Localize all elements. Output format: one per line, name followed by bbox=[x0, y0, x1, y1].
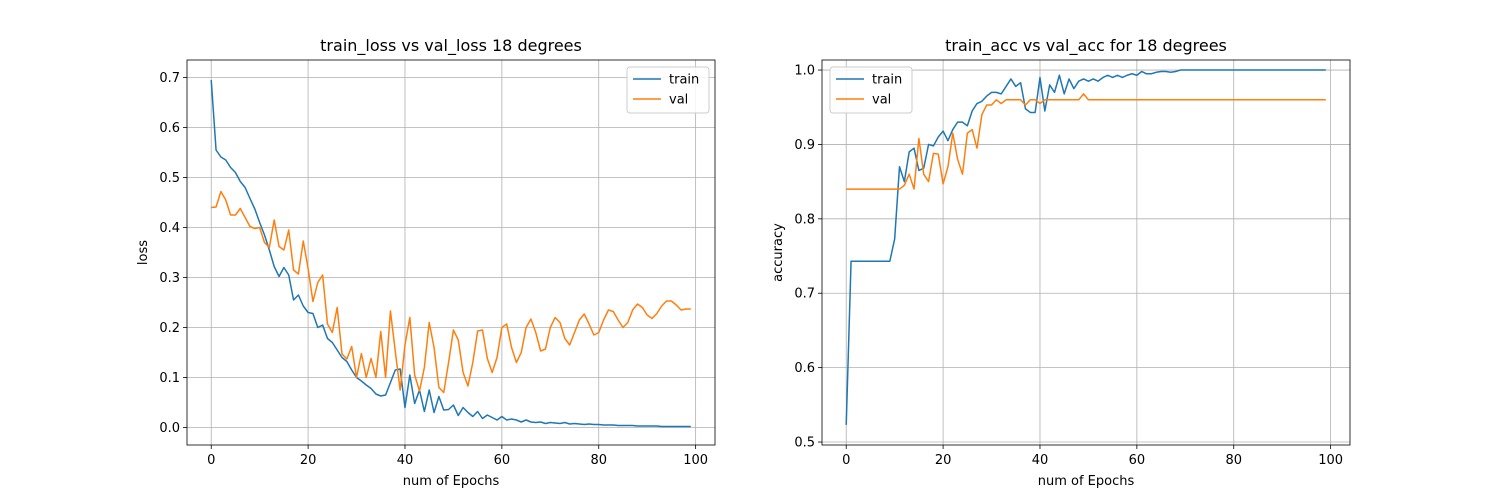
x-tick-label: 60 bbox=[494, 453, 511, 468]
y-tick-label: 0.9 bbox=[794, 138, 815, 153]
y-tick-label: 0.5 bbox=[794, 436, 815, 451]
legend-label-val: val bbox=[872, 93, 891, 108]
chart-title: train_acc vs val_acc for 18 degrees bbox=[945, 36, 1227, 56]
series-lines bbox=[210, 79, 691, 428]
grid bbox=[187, 60, 715, 445]
x-axis-label: num of Epochs bbox=[403, 474, 500, 489]
x-tick-label: 20 bbox=[300, 453, 317, 468]
x-tick-label: 80 bbox=[590, 453, 607, 468]
legend: train val bbox=[829, 66, 913, 114]
x-tick-label: 100 bbox=[1318, 453, 1343, 468]
y-tick-label: 0.0 bbox=[159, 421, 180, 436]
y-axis-label: loss bbox=[136, 240, 151, 265]
x-tick-label: 20 bbox=[935, 453, 952, 468]
x-tick-label: 0 bbox=[207, 453, 215, 468]
x-tick-label: 100 bbox=[683, 453, 708, 468]
series-line-train bbox=[845, 69, 1326, 425]
series-lines bbox=[845, 69, 1326, 425]
legend-label-train: train bbox=[669, 73, 699, 88]
y-tick-label: 0.3 bbox=[159, 271, 180, 286]
y-tick-label: 0.5 bbox=[159, 171, 180, 186]
y-tick-label: 0.6 bbox=[159, 121, 180, 136]
x-tick-label: 40 bbox=[1032, 453, 1049, 468]
legend: train val bbox=[626, 66, 710, 114]
grid bbox=[822, 60, 1350, 445]
y-tick-label: 0.7 bbox=[794, 287, 815, 302]
y-tick-label: 0.4 bbox=[159, 221, 180, 236]
accuracy-chart: 0 20 40 60 80 100 0.5 0.6 0.7 0.8 0.9 1.0 train_acc … bbox=[771, 36, 1351, 489]
y-tick-label: 0.1 bbox=[159, 371, 180, 386]
y-tick-label: 0.7 bbox=[159, 71, 180, 86]
legend-label-train: train bbox=[872, 73, 902, 88]
series-line-val bbox=[846, 93, 1326, 190]
chart-title: train_loss vs val_loss 18 degrees bbox=[320, 36, 582, 56]
y-tick-label: 0.2 bbox=[159, 321, 180, 336]
y-axis-label: accuracy bbox=[771, 223, 786, 282]
x-tick-label: 80 bbox=[1225, 453, 1242, 468]
axes-frame bbox=[821, 59, 1351, 446]
axes-frame bbox=[186, 59, 716, 446]
series-line-train bbox=[210, 79, 691, 428]
legend-label-val: val bbox=[669, 93, 688, 108]
x-tick-label: 40 bbox=[397, 453, 414, 468]
y-tick-label: 0.8 bbox=[794, 212, 815, 227]
y-tick-label: 0.6 bbox=[794, 361, 815, 376]
y-tick-label: 1.0 bbox=[794, 64, 815, 79]
series-line-val bbox=[211, 190, 691, 394]
x-tick-label: 60 bbox=[1129, 453, 1146, 468]
x-axis-label: num of Epochs bbox=[1038, 474, 1135, 489]
x-tick-label: 0 bbox=[842, 453, 850, 468]
loss-chart: 0 20 40 60 80 100 0.0 0.1 0.2 0.3 0.4 0.5 0.6 0.7 trai… bbox=[136, 36, 716, 489]
